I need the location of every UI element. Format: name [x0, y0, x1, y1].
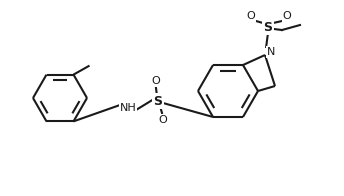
Text: S: S: [153, 94, 162, 107]
Text: NH: NH: [120, 103, 136, 113]
Text: N: N: [267, 47, 276, 57]
Text: O: O: [159, 115, 168, 125]
Text: O: O: [152, 76, 160, 86]
Text: O: O: [283, 11, 291, 21]
Text: S: S: [264, 21, 272, 34]
Text: O: O: [247, 11, 255, 21]
